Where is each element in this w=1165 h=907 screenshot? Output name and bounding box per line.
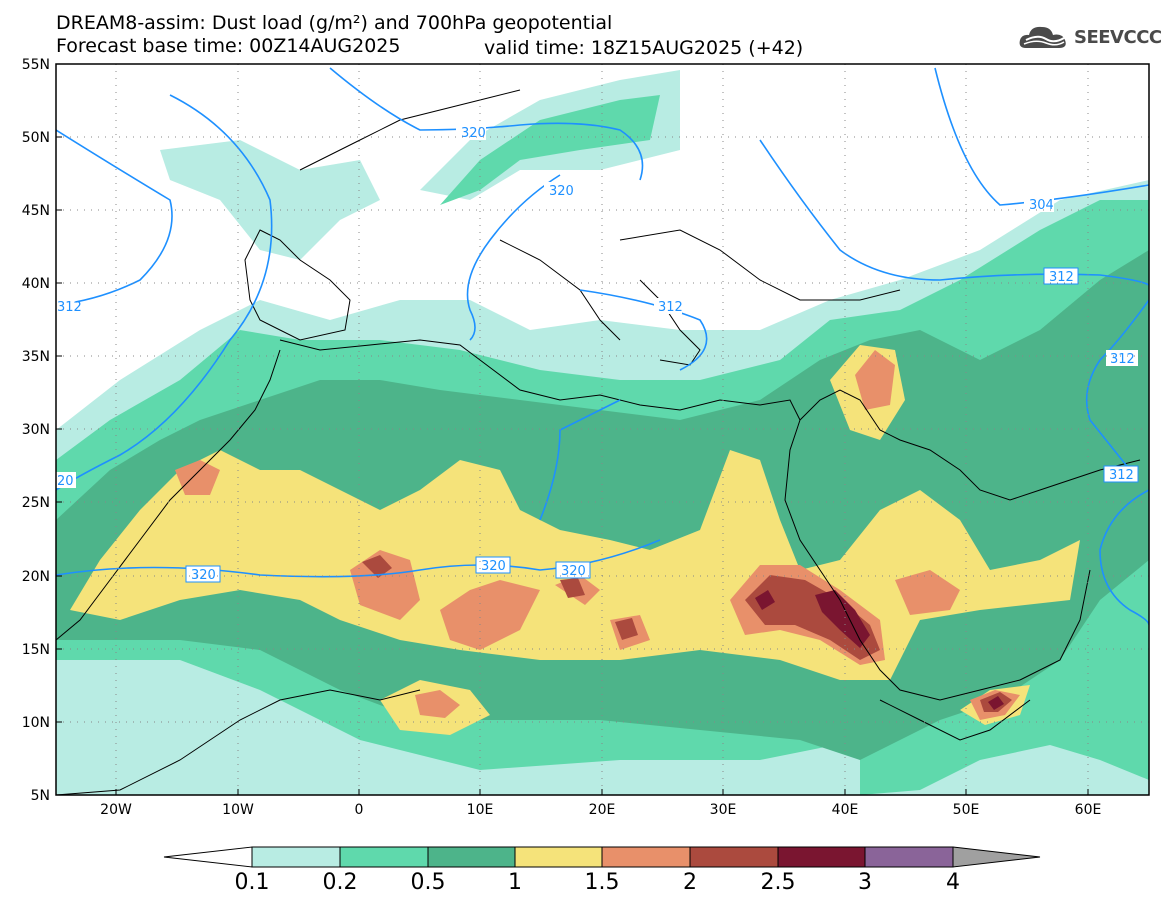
lon-label: 50E [953, 802, 980, 818]
colorbar-segment [427, 846, 516, 868]
contour-label: 320 [461, 126, 486, 141]
colorbar-segment [339, 846, 429, 868]
colorbar-tick: 1 [508, 870, 522, 895]
colorbar-tick: 0.5 [410, 870, 446, 895]
contour-label: 320 [481, 559, 506, 574]
lat-label: 15N [22, 642, 50, 658]
lat-label: 30N [22, 422, 50, 438]
lat-label: 50N [22, 130, 50, 146]
lon-label: 40E [832, 802, 859, 818]
contour-label: 320 [549, 184, 574, 199]
valid-time: valid time: 18Z15AUG2025 (+42) [484, 37, 804, 59]
lat-label: 40N [22, 276, 50, 292]
colorbar-tick: 0.2 [322, 870, 358, 895]
colorbar-segment [251, 846, 341, 868]
contour-label: 312 [1109, 468, 1134, 483]
logo-text: SEEVCCC [1074, 26, 1162, 48]
lon-label: 10E [467, 802, 494, 818]
lon-label: 20E [589, 802, 616, 818]
contour-label: 320 [561, 564, 586, 579]
lat-label: 20N [22, 569, 50, 585]
axis-ticks [56, 63, 1089, 795]
lat-label: 10N [22, 715, 50, 731]
map-title: DREAM8-assim: Dust load (g/m²) and 700hP… [56, 12, 613, 34]
colorbar-arrow-left [163, 846, 253, 868]
contour-label: 312 [1049, 270, 1074, 285]
lon-label: 0 [355, 802, 364, 818]
lat-label: 55N [22, 57, 50, 73]
colorbar-tick: 4 [946, 870, 960, 895]
lon-labels: 20W 10W 0 10E 20E 30E 40E 50E 60E [100, 802, 1101, 818]
colorbar-tick: 2.5 [760, 870, 796, 895]
forecast-base-time: Forecast base time: 00Z14AUG2025 [56, 35, 401, 57]
colorbar-tick: 3 [858, 870, 872, 895]
contour-label: 20 [57, 474, 74, 489]
lat-label: 5N [31, 788, 50, 804]
lon-label: 30E [710, 802, 737, 818]
colorbar-segment [601, 846, 691, 868]
cloud-icon [1019, 26, 1066, 48]
contour-labels: 320 320 320 320 320 304 312 312 312 312 … [56, 124, 1139, 583]
colorbar-segment [864, 846, 954, 868]
lon-label: 20W [100, 802, 132, 818]
contour-label: 312 [658, 300, 683, 315]
colorbar-tick: 1.5 [584, 870, 620, 895]
colorbar-tick: 0.1 [234, 870, 270, 895]
seevccc-logo: SEEVCCC [1018, 22, 1162, 52]
lon-label: 60E [1075, 802, 1102, 818]
lat-label: 25N [22, 495, 50, 511]
lon-label: 10W [222, 802, 254, 818]
contour-label: 304 [1029, 198, 1054, 213]
colorbar-segment [777, 846, 866, 868]
contour-label: 312 [1110, 352, 1135, 367]
lat-label: 35N [22, 349, 50, 365]
colorbar-arrow-right [952, 846, 1041, 868]
contour-label: 312 [57, 300, 82, 315]
colorbar-segment [689, 846, 779, 868]
lat-label: 45N [22, 203, 50, 219]
colorbar-segment [514, 846, 603, 868]
colorbar-tick: 2 [683, 870, 697, 895]
gridlines [56, 64, 1149, 795]
lat-labels: 55N 50N 45N 40N 35N 30N 25N 20N 15N 10N … [22, 57, 50, 804]
colorbar [163, 846, 1041, 868]
